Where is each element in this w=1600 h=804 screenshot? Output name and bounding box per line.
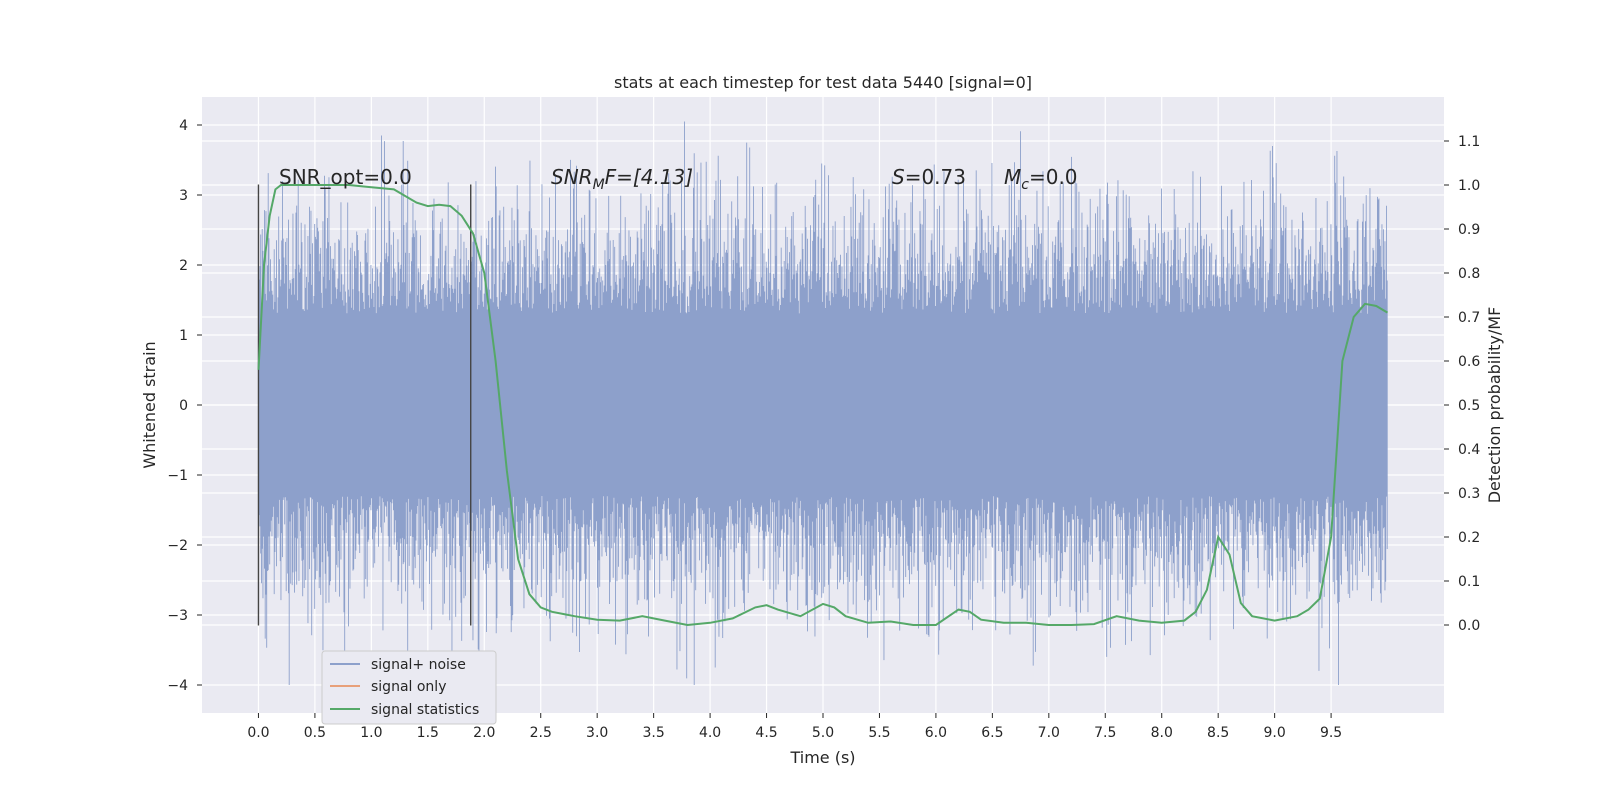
- x-tick-label-17: 8.5: [1207, 725, 1229, 741]
- stats-series: [257, 184, 1389, 627]
- y2-tick-label-7: 0.7: [1458, 310, 1480, 326]
- annotation-mc-value: =0.0: [1029, 165, 1078, 189]
- x-tick-label-1: 0.5: [304, 725, 326, 741]
- x-tick-label-16: 8.0: [1151, 725, 1173, 741]
- x-tick-label-19: 9.5: [1320, 725, 1342, 741]
- x-tick-label-9: 4.5: [755, 725, 777, 741]
- y-ticks: −4 −3 −2 −1 0 1 2 3 4: [167, 118, 202, 694]
- legend-label-stats: signal statistics: [371, 702, 479, 718]
- y2-tick-label-0: 0.0: [1458, 618, 1480, 634]
- y2-tick-label-1: 0.1: [1458, 574, 1480, 590]
- y2-tick-label-2: 0.2: [1458, 530, 1480, 546]
- annotation-snr-opt: SNR_opt=0.0: [279, 165, 412, 189]
- y2-tick-label-8: 0.8: [1458, 266, 1480, 282]
- x-tick-label-15: 7.5: [1094, 725, 1116, 741]
- y-tick-label-3: −1: [167, 468, 188, 484]
- x-tick-label-13: 6.5: [981, 725, 1003, 741]
- x-tick-label-5: 2.5: [530, 725, 552, 741]
- y2-ticks: 0.0 0.1 0.2 0.3 0.4 0.5 0.6 0.7 0.8 0.9 1.0 1.1: [1444, 134, 1480, 634]
- annotation-s-label: S: [892, 165, 905, 189]
- y-tick-label-6: 2: [179, 258, 188, 274]
- x-tick-label-10: 5.0: [812, 725, 834, 741]
- y2-tick-label-5: 0.5: [1458, 398, 1480, 414]
- y2-tick-label-4: 0.4: [1458, 442, 1480, 458]
- annotation-snr-mf-sub: M: [593, 177, 605, 193]
- annotation-s: S=0.73: [892, 165, 966, 189]
- marker-lines: [257, 184, 472, 626]
- y2-tick-label-10: 1.0: [1458, 178, 1480, 194]
- annotation-snr-mf-base: SNR: [551, 165, 593, 189]
- y-tick-label-1: −3: [167, 608, 188, 624]
- annotation-s-value: =0.73: [905, 165, 966, 189]
- legend-label-noise: signal+ noise: [371, 657, 466, 673]
- x-tick-label-3: 1.5: [417, 725, 439, 741]
- legend-label-signal: signal only: [371, 679, 446, 695]
- annotation-mc-sub: c: [1021, 177, 1029, 193]
- y-tick-label-4: 0: [179, 398, 188, 414]
- y-tick-label-8: 4: [179, 118, 188, 134]
- annotation-snr-mf: SNRMF=[4.13]: [551, 165, 693, 193]
- y2-axis-label: Detection probability/MF: [1485, 307, 1504, 504]
- stats-line: [257, 184, 1389, 627]
- y2-tick-label-9: 0.9: [1458, 222, 1480, 238]
- x-tick-label-11: 5.5: [868, 725, 890, 741]
- x-tick-label-0: 0.0: [247, 725, 269, 741]
- x-tick-label-18: 9.0: [1264, 725, 1286, 741]
- x-tick-label-6: 3.0: [586, 725, 608, 741]
- y2-tick-label-11: 1.1: [1458, 134, 1480, 150]
- y2-tick-label-3: 0.3: [1458, 486, 1480, 502]
- y-tick-label-5: 1: [179, 328, 188, 344]
- noise-series: [258, 121, 1388, 685]
- annotation-mc-base: M: [1004, 165, 1021, 189]
- x-ticks: 0.0 0.5 1.0 1.5 2.0 2.5 3.0 3.5 4.0 4.5 5.0 5.5 6.0 6…: [247, 713, 1342, 741]
- y-tick-label-7: 3: [179, 188, 188, 204]
- x-tick-label-7: 3.5: [643, 725, 665, 741]
- legend-box: [321, 650, 497, 725]
- y-tick-label-2: −2: [167, 538, 188, 554]
- x-tick-label-12: 6.0: [925, 725, 947, 741]
- x-tick-label-4: 2.0: [473, 725, 495, 741]
- chart-title: stats at each timestep for test data 544…: [614, 73, 1032, 92]
- x-axis-label: Time (s): [789, 748, 855, 767]
- annotation-snr-mf-rest: F=[4.13]: [605, 165, 693, 189]
- annotation-mc: Mc=0.0: [1004, 165, 1078, 193]
- y-tick-label-0: −4: [167, 678, 188, 694]
- y2-tick-label-6: 0.6: [1458, 354, 1480, 370]
- legend: signal+ noise signal only signal statist…: [321, 650, 497, 725]
- x-tick-label-8: 4.0: [699, 725, 721, 741]
- y-axis-label: Whitened strain: [140, 341, 159, 468]
- x-tick-label-14: 7.0: [1038, 725, 1060, 741]
- x-tick-label-2: 1.0: [360, 725, 382, 741]
